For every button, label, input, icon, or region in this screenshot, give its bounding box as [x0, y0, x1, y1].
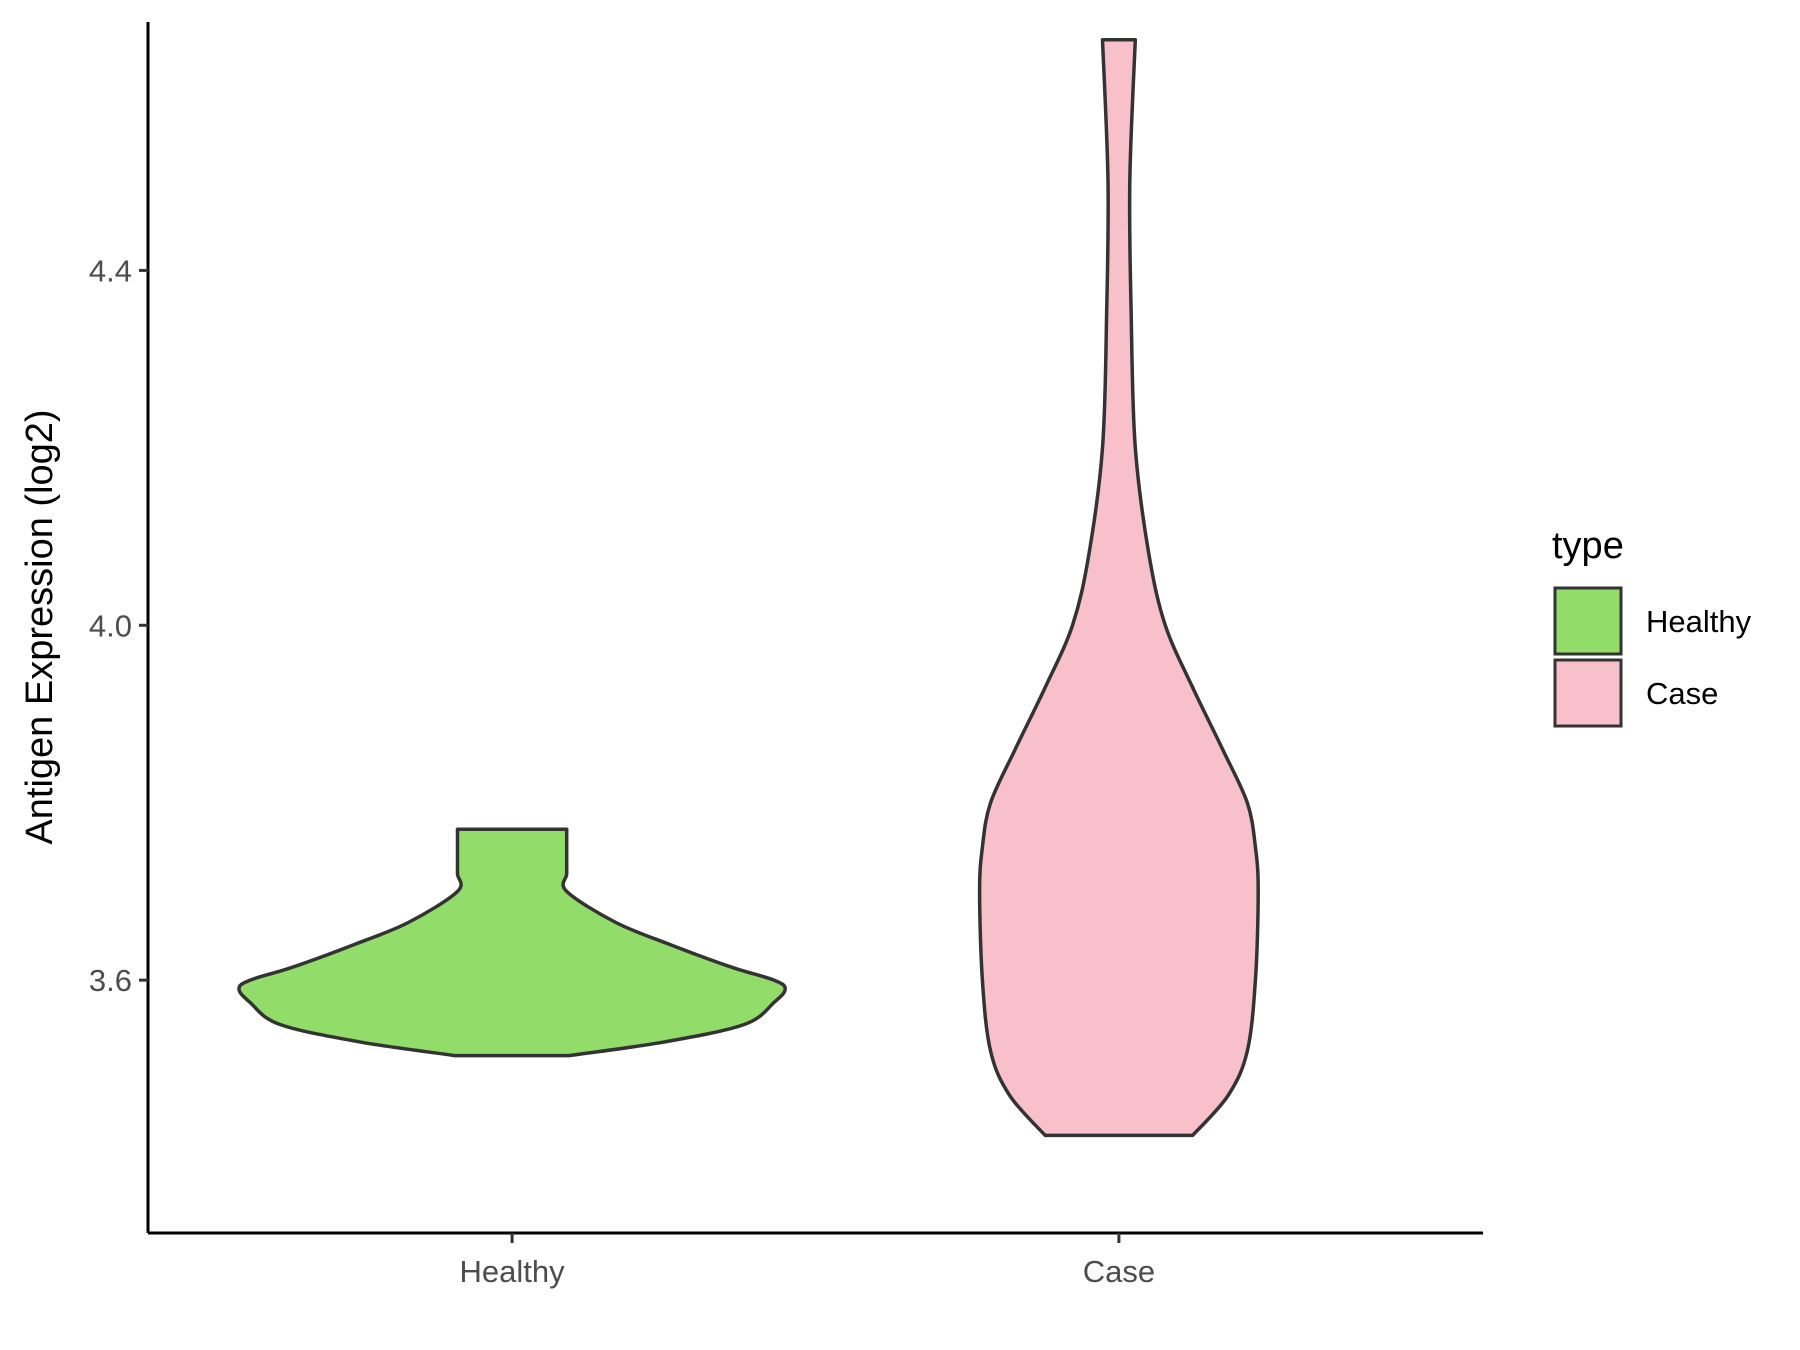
y-tick-label: 4.0 — [89, 608, 132, 643]
x-tick-label-healthy: Healthy — [460, 1254, 566, 1289]
legend-key-case — [1553, 658, 1623, 728]
plot-area: 3.6 4.0 4.4 Healthy Case — [89, 22, 1483, 1289]
legend-entries: Healthy Case — [1553, 586, 1752, 728]
legend-key-healthy — [1553, 586, 1623, 656]
x-tick-label-case: Case — [1083, 1254, 1155, 1289]
y-tick-label: 4.4 — [89, 253, 132, 288]
legend-label-case: Case — [1646, 676, 1718, 711]
x-axis-ticks: Healthy Case — [460, 1233, 1155, 1289]
legend-title: type — [1552, 525, 1624, 567]
y-tick-label: 3.6 — [89, 963, 132, 998]
legend: type Healthy Case — [1552, 525, 1752, 728]
violin-healthy — [237, 827, 787, 1058]
y-axis-ticks: 3.6 4.0 4.4 — [89, 253, 148, 998]
y-axis-title: Antigen Expression (log2) — [19, 409, 61, 844]
violins — [237, 37, 1260, 1138]
violin-case — [977, 37, 1260, 1138]
legend-label-healthy: Healthy — [1646, 604, 1752, 639]
